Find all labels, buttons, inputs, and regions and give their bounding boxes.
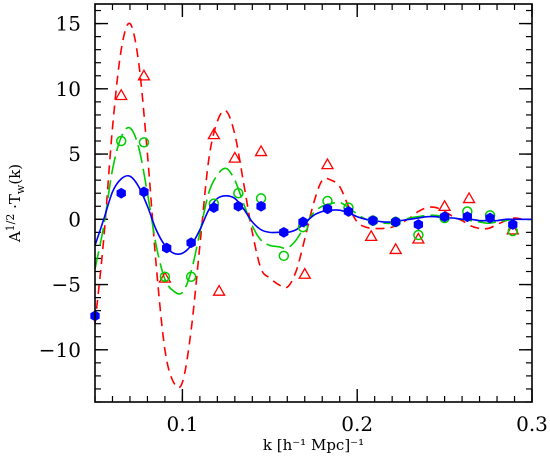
x-tick-label: 0.3	[516, 412, 548, 436]
triangle-marker	[389, 242, 403, 255]
hexagon-marker	[139, 186, 149, 198]
hexagon-marker	[256, 200, 266, 212]
y-tick-label: 15	[56, 12, 81, 36]
triangle-marker	[320, 157, 335, 170]
y-tick-label: −5	[52, 273, 81, 297]
triangle-marker	[228, 151, 242, 163]
triangle-marker	[207, 127, 221, 140]
y-axis-label: A1/2 ·Tw(k)	[4, 164, 27, 243]
triangle-marker	[212, 284, 226, 296]
x-axis-label: k [h⁻¹ Mpc]⁻¹	[263, 436, 364, 454]
triangle-marker	[114, 88, 128, 101]
y-tick-label: 0	[68, 207, 81, 231]
series-line-dashed	[94, 22, 533, 389]
hexagon-marker	[322, 203, 333, 215]
triangle-marker	[254, 144, 268, 157]
curves	[94, 22, 533, 389]
hexagon-marker	[439, 211, 450, 223]
y-tick-label: 10	[56, 77, 81, 101]
hexagon-marker	[186, 237, 196, 249]
hexagon-marker	[485, 212, 495, 224]
triangle-marker	[506, 222, 520, 235]
hexagon-marker	[298, 216, 308, 228]
hexagon-marker	[462, 211, 472, 223]
triangle-marker	[437, 199, 452, 212]
tick-labels: 0.1 0.2 0.3 −10 −5 0 5 10 15	[39, 12, 548, 436]
x-tick-label: 0.1	[166, 412, 198, 436]
hexagon-marker	[233, 200, 243, 212]
circle-marker	[115, 135, 127, 147]
triangle-marker	[137, 68, 151, 81]
y-axis-label-tail: (k)	[6, 164, 24, 185]
y-axis-label-main: A	[6, 231, 24, 243]
hexagon-marker	[209, 202, 219, 213]
hexagon-marker	[391, 216, 401, 228]
y-axis-label-mid: ·T	[6, 194, 24, 214]
triangle-marker	[298, 267, 312, 279]
triangle-marker	[364, 229, 378, 242]
circle-marker	[278, 250, 290, 262]
y-tick-label: −10	[39, 338, 81, 362]
hexagon-marker	[116, 187, 126, 199]
triangle-marker	[158, 271, 172, 283]
plot-frame	[94, 3, 533, 403]
hexagon-marker	[368, 215, 378, 226]
circle-marker	[185, 271, 197, 282]
hexagon-marker	[413, 219, 424, 230]
circle-marker	[233, 187, 244, 199]
y-axis-label-sub: w	[14, 184, 27, 194]
y-axis-label-sup: 1/2	[4, 214, 17, 232]
markers	[90, 68, 520, 322]
hexagon-marker	[279, 226, 289, 238]
circle-marker	[138, 137, 150, 148]
x-tick-label: 0.2	[341, 412, 373, 436]
circle-marker	[413, 229, 424, 241]
hexagon-marker	[162, 242, 172, 254]
circle-marker	[159, 271, 171, 282]
hexagon-marker	[343, 206, 354, 217]
y-tick-label: 5	[68, 142, 81, 166]
series-line-longdash	[94, 126, 532, 295]
hexagon-marker	[508, 219, 518, 230]
triangle-marker	[462, 191, 476, 204]
